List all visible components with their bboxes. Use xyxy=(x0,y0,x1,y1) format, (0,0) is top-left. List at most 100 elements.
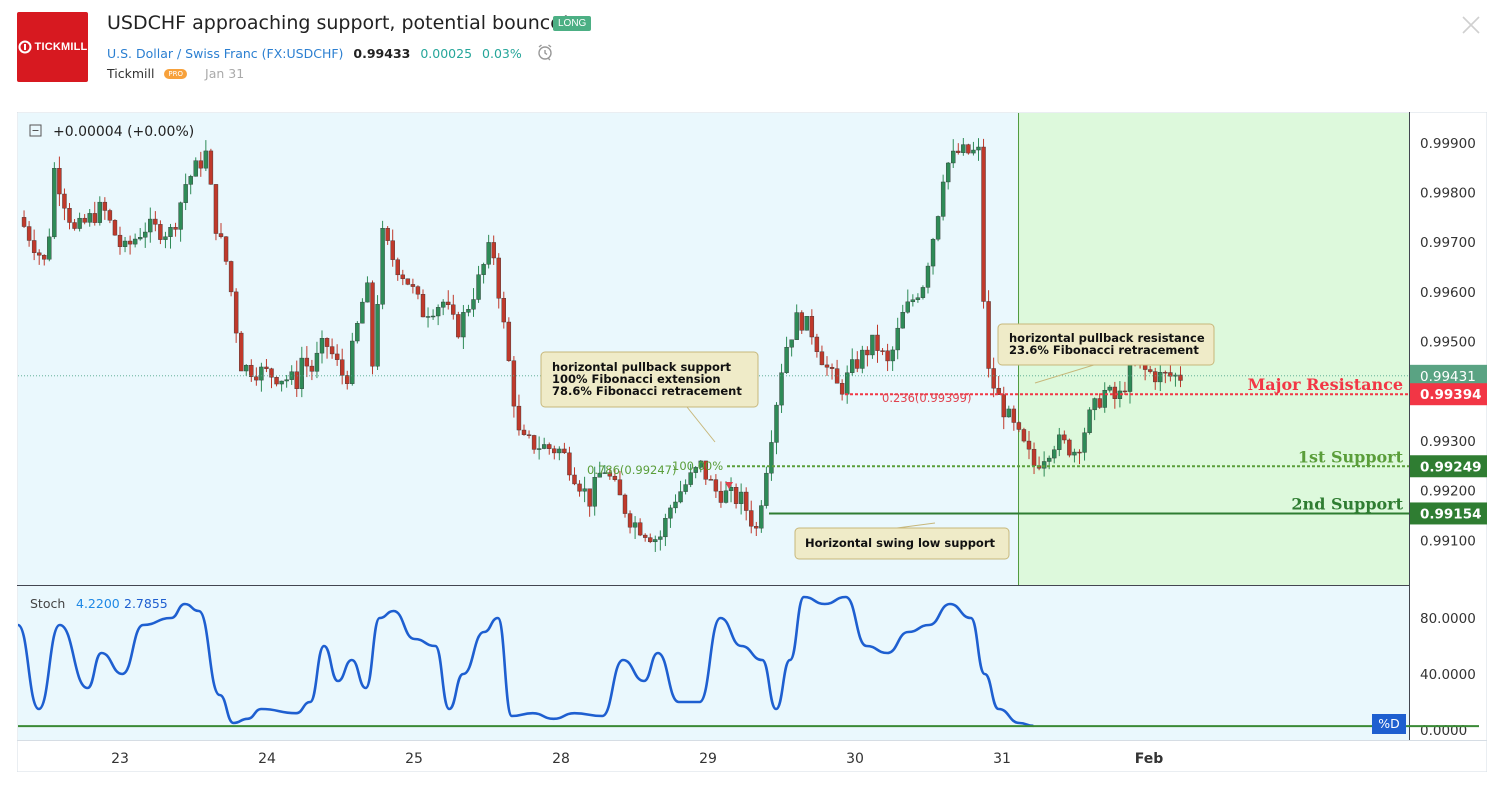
second-support-label: 2nd Support xyxy=(1291,494,1403,513)
candle-body xyxy=(698,460,703,468)
candle-body xyxy=(809,316,815,338)
tickmill-logo: TICKMILL xyxy=(17,12,88,82)
time-tick-7: Feb xyxy=(1135,751,1164,767)
candle-body xyxy=(410,284,416,287)
candle-body xyxy=(1011,408,1017,423)
candle-body xyxy=(1147,369,1153,372)
candle-body xyxy=(1006,408,1011,418)
candle-body xyxy=(915,297,921,300)
candle-body xyxy=(1046,457,1052,462)
symbol-name-link[interactable]: U.S. Dollar / Swiss Franc xyxy=(107,46,258,61)
candle-body xyxy=(345,375,350,384)
candle-body xyxy=(1122,390,1128,393)
candle-body xyxy=(127,240,133,245)
candle-body xyxy=(703,460,708,480)
candle-body xyxy=(324,338,330,347)
legend-change: +0.00004 (+0.00%) xyxy=(53,124,194,140)
annotation-support-line-1: horizontal pullback support xyxy=(552,360,732,374)
candle-body xyxy=(940,181,946,217)
candle-body xyxy=(309,365,315,372)
collapse-legend-icon[interactable] xyxy=(29,124,42,137)
candle-body xyxy=(930,238,936,267)
pro-badge: PRO xyxy=(164,69,188,79)
candle-body xyxy=(547,444,552,449)
candle-body xyxy=(380,228,385,305)
candle-body xyxy=(587,488,592,507)
candle-body xyxy=(274,377,279,385)
candle-body xyxy=(738,491,744,504)
price-tick-7: 0.99100 xyxy=(1420,533,1476,549)
candle-body xyxy=(733,487,739,504)
candle-body xyxy=(62,193,67,209)
candle-body xyxy=(986,301,991,369)
candle-body xyxy=(531,435,537,450)
candle-body xyxy=(385,228,390,241)
annotation-resistance-line-1: horizontal pullback resistance xyxy=(1009,331,1205,345)
candle-body xyxy=(314,352,320,372)
annotation-pullback-support[interactable]: horizontal pullback support 100% Fibonac… xyxy=(540,351,759,443)
candle-body xyxy=(920,287,926,298)
first-support-label: 1st Support xyxy=(1298,447,1404,466)
time-tick-4: 29 xyxy=(699,751,717,767)
candle-body xyxy=(1112,386,1118,399)
major-resistance-price-label: 0.99394 xyxy=(1420,387,1482,403)
candle-body xyxy=(961,144,966,153)
candle-body xyxy=(693,467,698,473)
candle-body xyxy=(476,274,481,300)
candle-body xyxy=(971,149,976,154)
symbol-ticker-link[interactable]: (FX:USDCHF) xyxy=(261,46,344,61)
candle-body xyxy=(648,537,653,543)
price-chart[interactable]: 0.99900 0.99800 0.99700 0.99600 0.99500 0.993… xyxy=(17,112,1487,772)
candle-body xyxy=(1016,422,1022,430)
candle-body xyxy=(420,294,426,318)
close-icon[interactable] xyxy=(1460,14,1482,36)
annotation-pullback-resistance[interactable]: horizontal pullback resistance 23.6% Fib… xyxy=(997,323,1215,384)
candle-body xyxy=(678,491,683,503)
candle-body xyxy=(1097,398,1102,408)
candle-body xyxy=(188,176,193,185)
candle-body xyxy=(996,387,1001,395)
author-line: Tickmill PRO Jan 31 xyxy=(107,66,244,81)
candle-body xyxy=(143,231,148,238)
candle-body xyxy=(233,291,239,334)
candle-body xyxy=(526,434,532,436)
candle-body xyxy=(870,334,875,356)
symbol-change: 0.00025 xyxy=(420,46,473,61)
candle-body xyxy=(370,282,375,367)
candle-body xyxy=(511,360,517,407)
current-price-label: 0.99431 xyxy=(1420,369,1476,385)
candle-body xyxy=(440,301,446,308)
chart-legend[interactable]: +0.00004 (+0.00%) xyxy=(29,124,194,140)
annotation-swing-low[interactable]: Horizontal swing low support xyxy=(794,522,1010,560)
candle-body xyxy=(435,307,441,317)
candle-body xyxy=(264,366,269,369)
first-support-price-label: 0.99249 xyxy=(1420,459,1482,475)
candle-body xyxy=(627,513,633,528)
candle-body xyxy=(148,218,153,233)
candle-body xyxy=(708,479,714,481)
major-resistance-label: Major Resistance xyxy=(1248,375,1403,394)
price-axis[interactable]: 0.99900 0.99800 0.99700 0.99600 0.99500 0.993… xyxy=(1420,136,1476,549)
candle-body xyxy=(612,475,618,480)
candle-body xyxy=(673,501,678,509)
candle-body xyxy=(304,357,310,367)
alarm-clock-icon[interactable] xyxy=(536,43,554,64)
candle-body xyxy=(72,222,77,229)
candle-body xyxy=(875,334,880,351)
indicator-pane[interactable] xyxy=(18,586,1409,740)
author-name-link[interactable]: Tickmill xyxy=(107,66,155,81)
time-axis[interactable]: 23 24 25 28 29 30 31 Feb xyxy=(111,751,1163,767)
support-resistance-levels: 0.99431 Major Resistance 0.99394 1st Suppor… xyxy=(727,364,1487,525)
candle-body xyxy=(223,236,229,262)
candle-body xyxy=(350,340,355,384)
candle-body xyxy=(597,472,602,478)
candle-body xyxy=(299,357,304,389)
candle-body xyxy=(1153,371,1158,383)
price-tick-3: 0.99600 xyxy=(1420,285,1476,301)
candle-body xyxy=(895,327,900,351)
candle-body xyxy=(966,144,971,154)
annotation-support-line-2: 100% Fibonacci extension xyxy=(552,372,721,386)
symbol-line: U.S. Dollar / Swiss Franc (FX:USDCHF) 0.… xyxy=(107,43,554,64)
candle-body xyxy=(218,233,224,237)
candle-body xyxy=(572,474,577,485)
